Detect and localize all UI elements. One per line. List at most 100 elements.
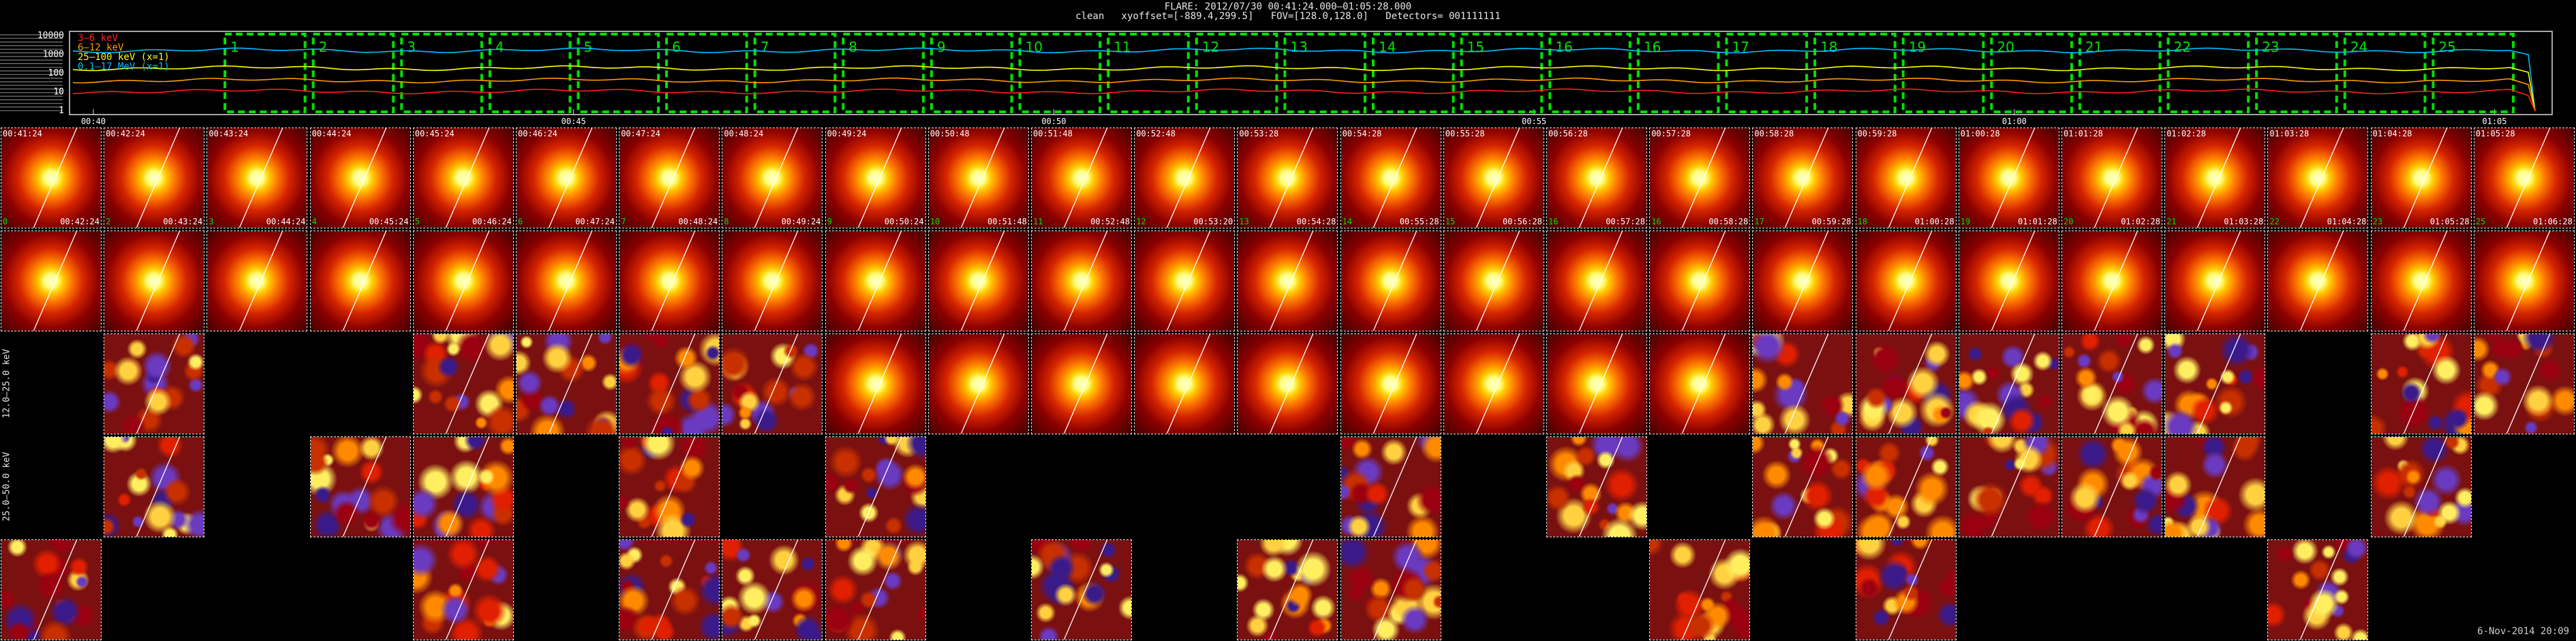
image-tile[interactable] (2164, 333, 2266, 434)
image-tile[interactable] (2164, 436, 2266, 537)
image-tile[interactable] (1958, 230, 2059, 331)
image-tile[interactable]: 00:44:24 00:45:24 4 (309, 128, 411, 228)
image-tile[interactable] (1855, 539, 1957, 640)
limb-line (1785, 231, 1829, 331)
image-tile[interactable] (1340, 333, 1441, 434)
image-tile[interactable] (412, 333, 514, 434)
image-tile[interactable] (1546, 436, 1647, 537)
image-tile[interactable] (1031, 333, 1132, 434)
image-tile[interactable] (1340, 539, 1441, 640)
image-tile[interactable] (2267, 539, 2369, 640)
image-tile[interactable]: 00:45:24 00:46:24 5 (412, 128, 514, 228)
solar-limb-line (1475, 231, 1520, 331)
image-tile[interactable] (1752, 436, 1854, 537)
image-tile[interactable]: 01:02:28 01:03:28 21 (2164, 128, 2266, 228)
image-tile[interactable]: 00:57:28 00:58:28 16 (1649, 128, 1751, 228)
image-tile[interactable] (412, 230, 514, 331)
image-tile[interactable] (1855, 436, 1957, 537)
image-tile[interactable] (722, 539, 823, 640)
image-tile[interactable]: 00:41:24 00:42:24 0 (1, 128, 102, 228)
image-tile[interactable] (1855, 230, 1957, 331)
image-tile[interactable] (2164, 230, 2266, 331)
image-tile[interactable]: 00:59:28 01:00:28 18 (1855, 128, 1957, 228)
image-tile[interactable] (1134, 333, 1236, 434)
image-tile[interactable] (1031, 230, 1132, 331)
image-tile[interactable] (1855, 333, 1957, 434)
image-tile[interactable] (927, 230, 1029, 331)
image-tile[interactable] (1649, 230, 1751, 331)
image-tile[interactable] (1546, 230, 1647, 331)
image-tile[interactable]: 00:49:24 00:50:24 9 (825, 128, 926, 228)
image-tile[interactable] (722, 230, 823, 331)
image-tile[interactable]: 01:04:28 01:05:28 23 (2370, 128, 2472, 228)
image-tile[interactable] (1237, 539, 1338, 640)
image-tile[interactable] (2061, 230, 2162, 331)
image-tile[interactable]: 00:46:24 00:47:24 6 (516, 128, 617, 228)
image-tile[interactable] (825, 539, 926, 640)
image-tile[interactable] (1649, 333, 1751, 434)
image-tile[interactable] (206, 230, 308, 331)
image-tile[interactable] (1237, 230, 1338, 331)
image-tile[interactable] (412, 539, 514, 640)
image-tile[interactable]: 01:05:28 01:06:28 25 (2473, 128, 2575, 228)
image-tile[interactable] (619, 539, 720, 640)
image-tile[interactable]: 01:01:28 01:02:28 20 (2061, 128, 2162, 228)
image-tile[interactable] (1340, 230, 1441, 331)
image-tile[interactable] (1958, 333, 2059, 434)
image-tile[interactable] (1649, 539, 1751, 640)
image-tile[interactable] (1237, 333, 1338, 434)
image-tile[interactable]: 00:56:28 00:57:28 16 (1546, 128, 1647, 228)
image-tile[interactable] (2370, 436, 2472, 537)
image-tile[interactable] (1031, 539, 1132, 640)
image-tile[interactable] (2370, 333, 2472, 434)
image-tile[interactable] (825, 230, 926, 331)
image-tile[interactable] (309, 436, 411, 537)
image-tile[interactable] (619, 230, 720, 331)
image-tile[interactable] (825, 333, 926, 434)
image-tile[interactable] (2061, 333, 2162, 434)
image-tile[interactable] (516, 230, 617, 331)
image-tile[interactable]: 00:58:28 00:59:28 17 (1752, 128, 1854, 228)
image-tile[interactable]: 00:51:48 00:52:48 11 (1031, 128, 1132, 228)
image-tile[interactable] (2267, 230, 2369, 331)
image-tile[interactable]: 01:00:28 01:01:28 19 (1958, 128, 2059, 228)
image-tile[interactable]: 00:47:24 00:48:24 7 (619, 128, 720, 228)
image-tile[interactable] (412, 436, 514, 537)
image-tile[interactable]: 00:52:48 00:53:20 12 (1134, 128, 1236, 228)
image-tile[interactable] (1443, 333, 1544, 434)
interval-label: 1 (230, 39, 239, 55)
image-tile[interactable]: 00:55:28 00:56:28 15 (1443, 128, 1544, 228)
image-tile[interactable] (1443, 230, 1544, 331)
image-tile[interactable] (1546, 333, 1647, 434)
image-tile[interactable]: 01:03:28 01:04:28 22 (2267, 128, 2369, 228)
image-tile[interactable] (619, 436, 720, 537)
image-tile[interactable] (927, 333, 1029, 434)
limb-line (445, 540, 489, 640)
image-tile[interactable] (104, 436, 205, 537)
image-tile[interactable] (2061, 436, 2162, 537)
image-tile[interactable]: 00:54:28 00:55:28 14 (1340, 128, 1441, 228)
image-tile[interactable] (1134, 230, 1236, 331)
image-tile[interactable] (619, 333, 720, 434)
image-tile[interactable] (516, 333, 617, 434)
image-tile[interactable] (1340, 436, 1441, 537)
image-tile[interactable] (1, 539, 102, 640)
image-tile[interactable] (1958, 436, 2059, 537)
image-tile[interactable]: 00:43:24 00:44:24 3 (206, 128, 308, 228)
image-tile[interactable] (2370, 230, 2472, 331)
image-tile[interactable] (1, 230, 102, 331)
image-tile[interactable] (2473, 230, 2575, 331)
image-tile[interactable] (309, 230, 411, 331)
image-map (619, 334, 720, 434)
image-tile[interactable] (722, 333, 823, 434)
image-tile[interactable] (104, 333, 205, 434)
image-tile[interactable] (104, 230, 205, 331)
image-tile[interactable]: 00:53:28 00:54:28 13 (1237, 128, 1338, 228)
image-tile[interactable]: 00:42:24 00:43:24 2 (104, 128, 205, 228)
image-tile[interactable]: 00:50:48 00:51:48 10 (927, 128, 1029, 228)
image-tile[interactable] (1752, 230, 1854, 331)
image-tile[interactable] (825, 436, 926, 537)
image-tile[interactable] (2473, 333, 2575, 434)
image-tile[interactable] (1752, 333, 1854, 434)
image-tile[interactable]: 00:48:24 00:49:24 8 (722, 128, 823, 228)
